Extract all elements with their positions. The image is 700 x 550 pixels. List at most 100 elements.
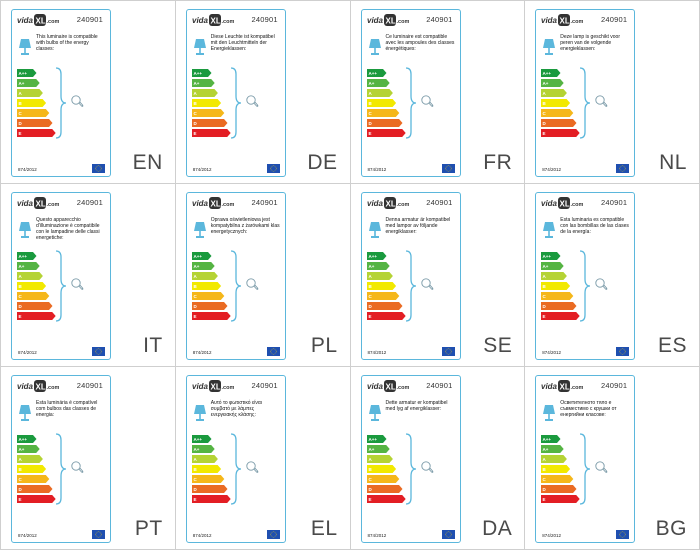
energy-class-bar: E [366,312,406,320]
eu-flag-icon [266,347,280,356]
svg-text:XL: XL [210,17,220,26]
label-header: vida XL .com 240901 [367,379,455,395]
energy-class-label: A++ [543,254,552,259]
label-cell-pl: vida XL .com 240901 Oprawa oświetleniowa jes… [175,184,351,367]
language-code: DA [482,517,513,540]
svg-text:vida: vida [17,16,34,25]
energy-class-label: A [543,274,547,279]
energy-class-label: D [543,304,547,309]
product-code: 240901 [426,15,453,24]
vidaxl-logo: vida XL .com [192,380,234,392]
energy-class-bar: C [17,292,50,300]
language-code: PL [310,334,338,357]
energy-class-label: A [543,91,547,96]
svg-text:.com: .com [571,385,584,391]
svg-text:vida: vida [192,382,209,391]
energy-class-bar: D [366,119,402,127]
energy-class-label: A++ [368,71,377,76]
lamp-icon [543,39,556,55]
energy-class-bar: A+ [366,262,390,270]
energy-class-bar: B [541,465,571,473]
energy-class-bar: A [541,272,568,280]
product-code: 240901 [601,198,628,207]
energy-class-bar: A [17,272,43,280]
energy-class-bar: A+ [17,445,40,453]
energy-class-label: E [193,497,196,502]
energy-class-label: C [368,477,372,482]
svg-text:XL: XL [560,383,570,392]
brace-icon [230,433,241,505]
energy-class-label: A+ [19,264,25,269]
energy-class-label: A [193,457,197,462]
brace-icon [405,67,416,139]
energy-label: vida XL .com 240901 Esta luminária é compatí… [11,375,111,543]
svg-text:XL: XL [36,200,46,209]
energy-class-label: A++ [19,71,28,76]
regulation-number: 874/2012 [367,350,387,355]
lamp-icon [543,222,556,238]
energy-class-bar: A++ [191,252,212,260]
energy-class-bar: C [366,475,399,483]
energy-class-bar: A [366,272,393,280]
lamp-icon [543,405,556,421]
energy-class-label: C [368,111,372,116]
brace-icon [405,250,416,322]
bulb-icon [71,95,84,107]
bulb-icon [420,95,433,107]
brace-icon [580,433,591,505]
energy-class-bar: A++ [541,69,561,77]
compatibility-note: Ce luminaire est compatible avec les amp… [385,34,455,52]
vidaxl-logo: vida XL .com [17,380,59,392]
energy-class-label: A+ [368,81,374,86]
energy-class-label: A+ [543,447,549,452]
svg-text:vida: vida [541,199,558,208]
energy-class-label: A++ [19,254,28,259]
energy-label: vida XL .com 240901 Esta luminaria es compat… [535,192,636,360]
energy-class-label: C [19,111,23,116]
product-code: 240901 [251,198,278,207]
regulation-number: 874/2012 [192,350,212,355]
energy-class-bar: B [366,465,396,473]
energy-class-label: B [19,284,23,289]
product-code: 240901 [601,15,628,24]
energy-class-label: A++ [543,71,552,76]
energy-class-bar: A++ [541,435,561,443]
label-header: vida XL .com 240901 [17,13,105,29]
vidaxl-logo: vida XL .com [17,14,59,26]
energy-class-bar: E [191,129,231,137]
energy-class-bar: D [541,485,577,493]
energy-class-label: A+ [19,447,25,452]
energy-label: vida XL .com 240901 Αυτό το φωτιστικό είναι … [185,375,286,543]
lamp-icon [193,222,206,238]
energy-class-label: C [368,294,372,299]
bulb-icon [595,95,608,107]
compatibility-note: Deze lamp is geschikt voor peren van de … [560,34,620,52]
eu-flag-icon [441,164,455,173]
lamp-icon [19,39,31,55]
energy-class-bar: A [191,89,218,97]
energy-class-label: E [193,314,196,319]
energy-class-label: D [193,121,197,126]
energy-class-bar: A [541,455,568,463]
energy-class-label: A+ [543,81,549,86]
energy-label: vida XL .com 240901 Oprawa oświetleniowa jes… [185,192,286,360]
energy-label: vida XL .com 240901 Ce luminaire est compati… [360,9,461,177]
energy-class-label: D [543,487,547,492]
language-code: FR [483,151,513,174]
label-header: vida XL .com 240901 [192,196,280,212]
energy-label: vida XL .com 240901 This luminaire is compat… [11,9,111,177]
energy-class-bar: A [366,89,393,97]
label-cell-bg: vida XL .com 240901 Осветителното тяло е съв… [525,367,700,550]
energy-class-bar: E [17,312,56,320]
energy-class-bar: E [17,495,56,503]
energy-class-bar: C [17,475,50,483]
energy-class-bar: A++ [17,435,37,443]
energy-class-label: C [19,477,23,482]
energy-class-label: B [368,284,372,289]
language-code: ES [657,334,687,357]
eu-flag-icon [266,530,280,539]
compatibility-note: Осветителното тяло е съвместимо с крушки… [560,400,617,418]
svg-text:vida: vida [367,199,384,208]
